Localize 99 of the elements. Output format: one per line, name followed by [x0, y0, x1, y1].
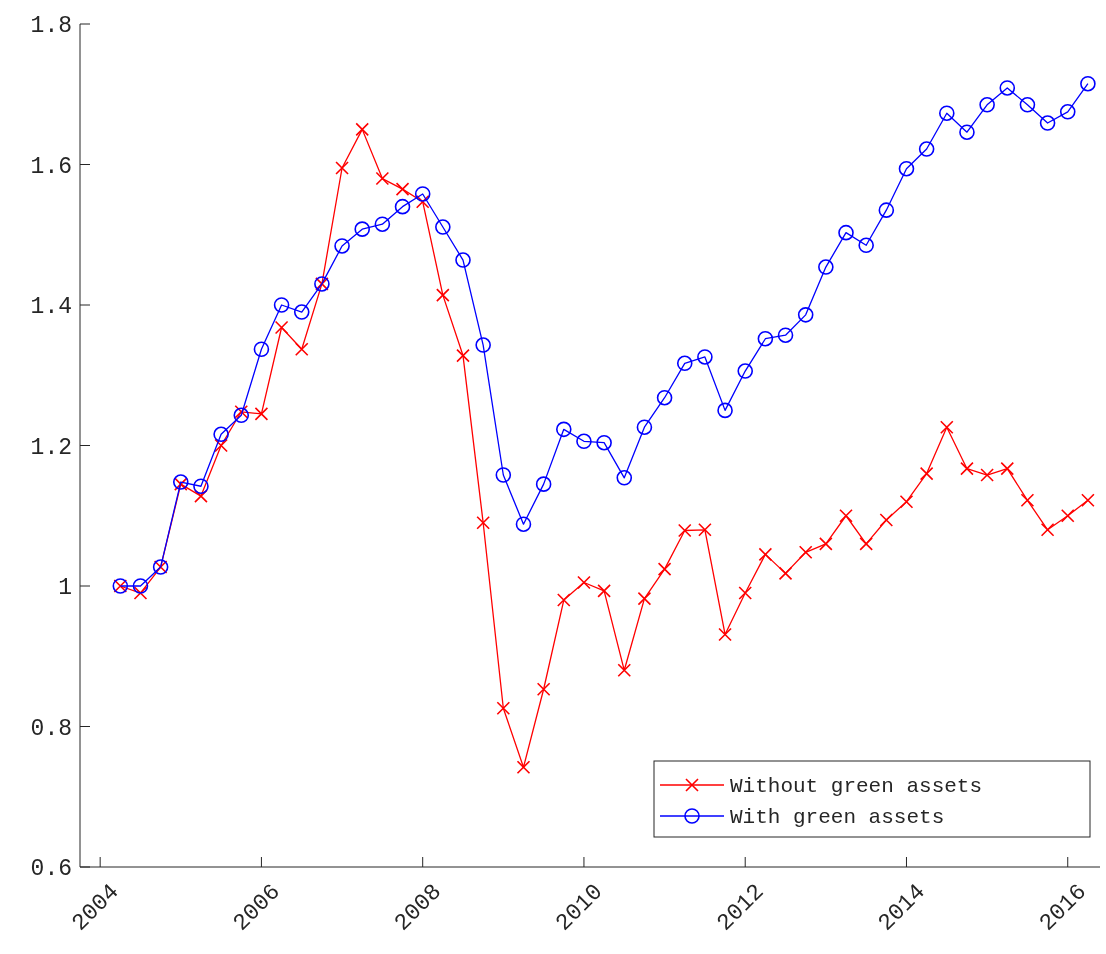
point — [617, 663, 632, 678]
point — [516, 760, 531, 775]
point — [375, 171, 390, 186]
point — [394, 198, 411, 215]
point — [274, 320, 289, 335]
point — [335, 161, 349, 175]
point — [132, 578, 149, 594]
point — [596, 434, 612, 451]
point — [657, 562, 672, 576]
point — [1020, 493, 1035, 508]
point — [919, 466, 934, 481]
point — [778, 566, 793, 581]
point — [859, 537, 873, 551]
point — [718, 627, 732, 642]
point — [1060, 508, 1075, 523]
y-tick-label: 1.6 — [30, 153, 72, 180]
point — [234, 404, 249, 419]
point — [1059, 104, 1076, 120]
point — [576, 433, 592, 450]
point — [999, 80, 1016, 96]
point — [838, 224, 854, 241]
point — [355, 122, 370, 137]
point — [414, 186, 431, 202]
point — [435, 219, 451, 235]
y-tick-label: 1 — [58, 575, 72, 602]
point — [436, 288, 450, 302]
point — [214, 438, 228, 453]
point — [636, 419, 653, 436]
point — [798, 545, 813, 560]
point — [294, 342, 309, 357]
legend-label: With green assets — [730, 806, 945, 829]
point — [253, 341, 270, 358]
point — [616, 470, 633, 486]
point — [1019, 96, 1036, 113]
point — [979, 96, 995, 113]
y-tick-label: 1.8 — [30, 13, 72, 40]
point — [1000, 461, 1015, 476]
point — [656, 389, 673, 406]
point — [676, 355, 693, 372]
point — [637, 591, 652, 606]
point — [879, 513, 894, 527]
point — [878, 202, 895, 218]
point — [536, 682, 551, 697]
point — [496, 701, 511, 716]
point — [1080, 75, 1096, 92]
point — [597, 584, 611, 598]
point — [415, 194, 430, 209]
point — [374, 216, 391, 233]
point — [476, 515, 490, 530]
point — [717, 402, 733, 419]
point — [737, 363, 754, 379]
point — [194, 489, 208, 503]
point — [819, 537, 833, 551]
point — [818, 259, 834, 275]
point — [233, 407, 250, 424]
point — [334, 238, 350, 254]
point — [899, 494, 914, 509]
point — [858, 237, 874, 254]
point — [839, 508, 853, 523]
point — [918, 141, 935, 157]
point — [939, 105, 955, 122]
y-tick-label: 1.4 — [30, 294, 72, 321]
point — [495, 467, 512, 483]
point — [354, 221, 371, 237]
point — [273, 297, 290, 313]
point — [395, 182, 410, 196]
point — [213, 426, 229, 443]
point — [1039, 115, 1056, 131]
legend-label: Without green assets — [730, 775, 983, 798]
point — [940, 420, 954, 435]
point — [757, 330, 774, 347]
point — [555, 421, 572, 438]
point — [797, 307, 814, 323]
point — [980, 468, 994, 482]
point — [960, 461, 974, 476]
point — [193, 478, 209, 495]
point — [456, 348, 470, 363]
y-tick-label: 0.6 — [30, 856, 72, 883]
point — [959, 124, 975, 140]
point — [556, 593, 571, 607]
point — [697, 349, 713, 365]
point — [1081, 493, 1095, 508]
point — [133, 586, 148, 600]
point — [455, 252, 471, 268]
point — [698, 523, 712, 537]
point — [515, 516, 532, 532]
point — [677, 523, 692, 538]
y-tick-label: 0.8 — [30, 715, 72, 742]
point — [777, 327, 794, 344]
point — [738, 586, 753, 600]
point — [758, 547, 773, 562]
point — [898, 160, 915, 177]
point — [1040, 523, 1055, 537]
y-tick-label: 1.2 — [30, 434, 72, 461]
point — [475, 337, 491, 353]
point — [293, 304, 310, 320]
point — [577, 575, 591, 590]
point — [535, 476, 552, 492]
point — [254, 407, 269, 421]
